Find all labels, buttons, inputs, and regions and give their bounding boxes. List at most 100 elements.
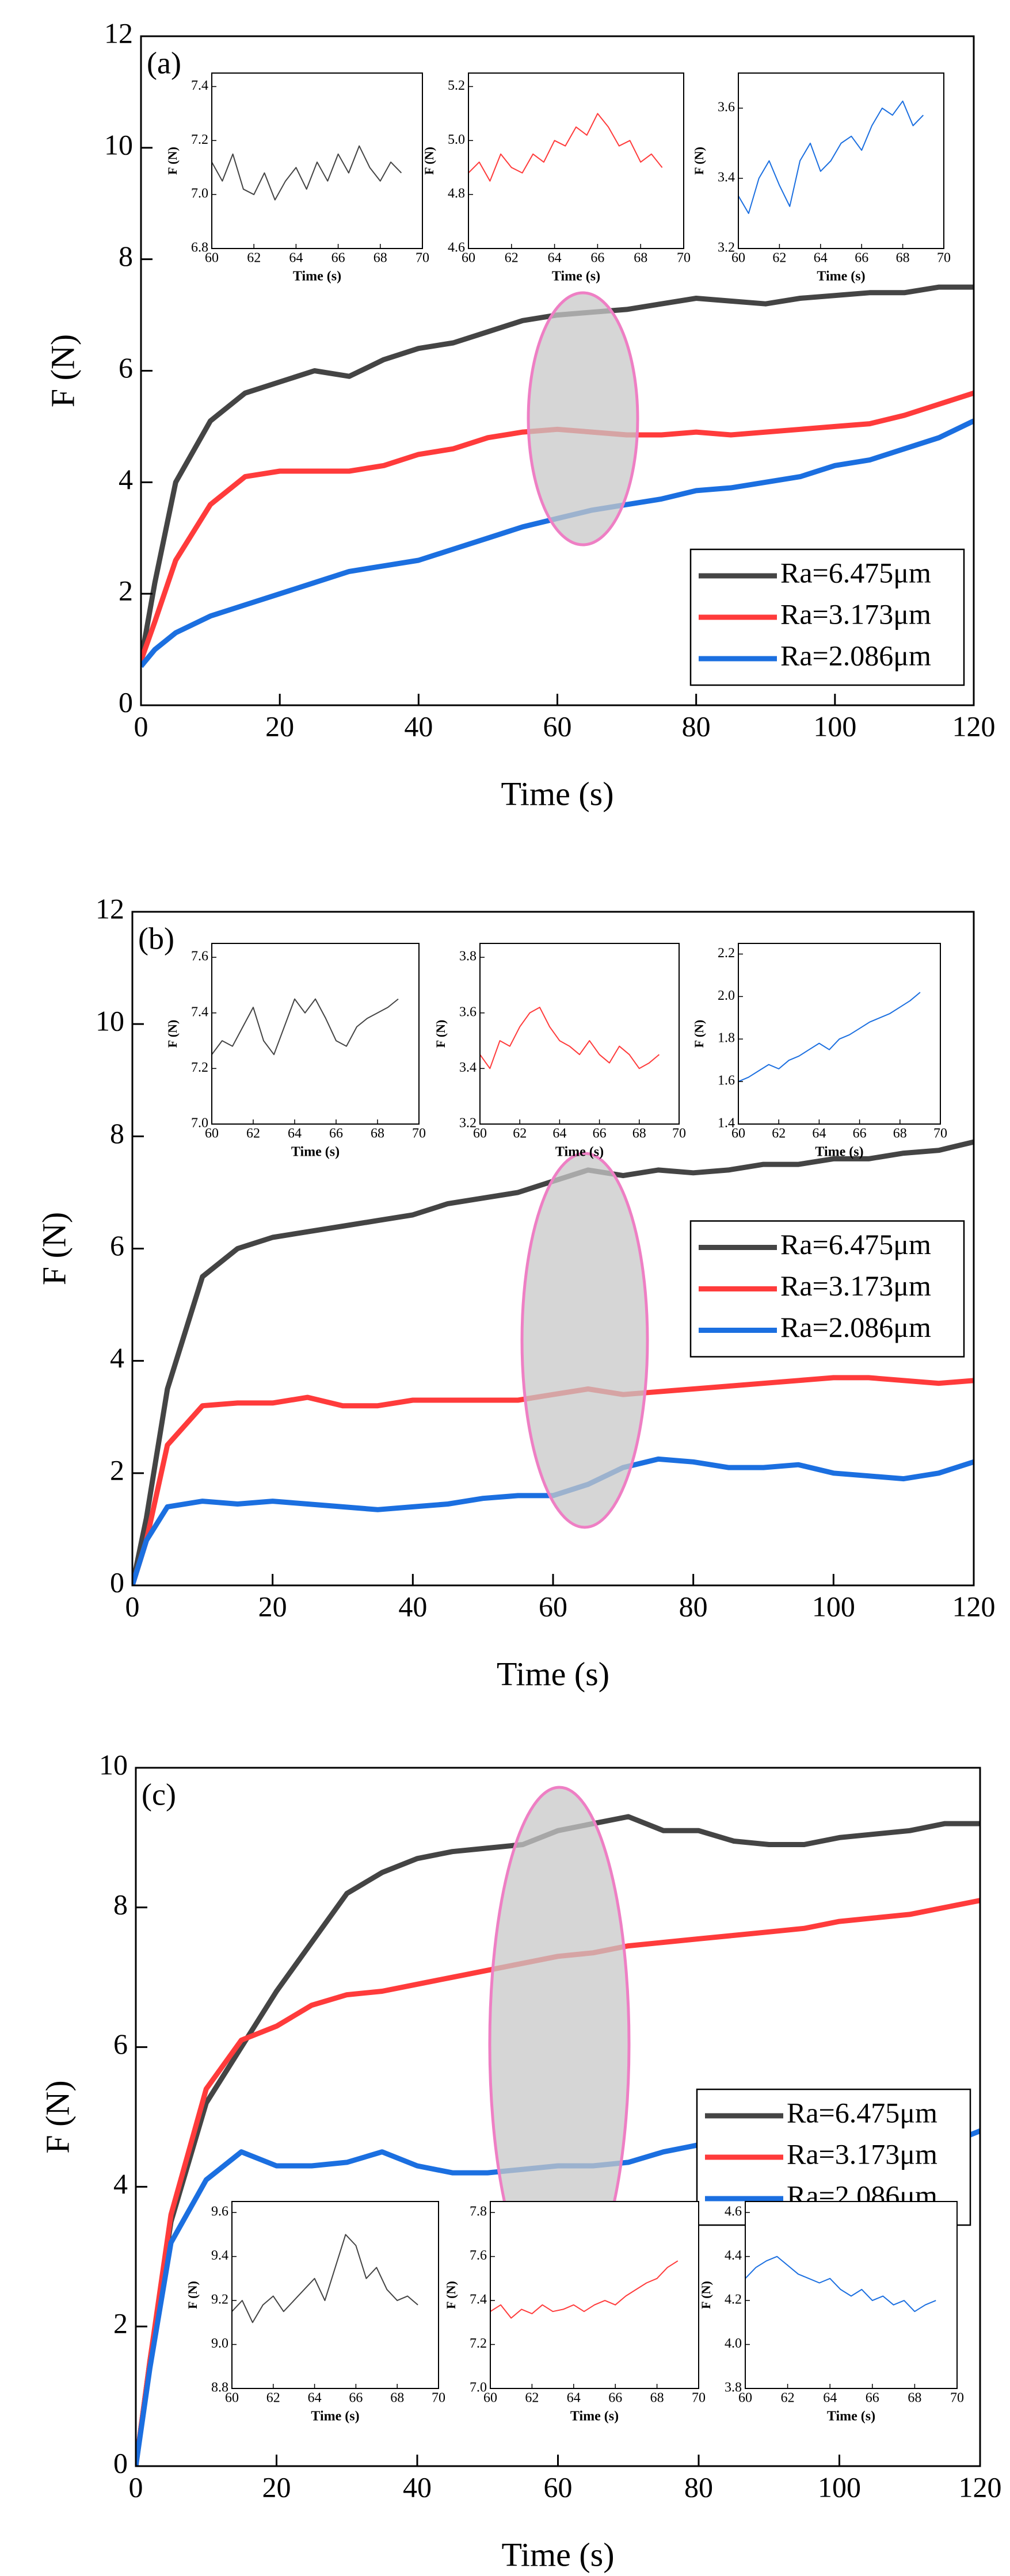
y-tick-label: 4.2 <box>725 2292 742 2307</box>
legend-label: Ra=6.475μm <box>787 2096 937 2128</box>
y-tick-label: 6 <box>119 351 133 384</box>
y-tick-label: 4.6 <box>725 2204 742 2219</box>
x-tick-label: 66 <box>866 2391 879 2406</box>
y-tick-label: 10 <box>99 1748 128 1780</box>
y-axis-label: F (N) <box>165 1020 180 1048</box>
x-tick-label: 70 <box>412 1126 426 1141</box>
y-tick-label: 7.2 <box>470 2336 487 2351</box>
x-tick-label: 68 <box>908 2391 921 2406</box>
x-tick-label: 20 <box>265 710 294 742</box>
x-tick-label: 60 <box>205 1126 219 1141</box>
y-tick-label: 4 <box>110 1341 124 1374</box>
y-tick-label: 8 <box>113 1888 128 1920</box>
x-tick-label: 68 <box>371 1126 384 1141</box>
inset-background <box>480 943 679 1124</box>
y-axis-label: F (N) <box>699 2281 713 2309</box>
x-tick-label: 60 <box>731 1126 745 1141</box>
x-tick-label: 64 <box>812 1126 826 1141</box>
y-tick-label: 7.6 <box>470 2248 487 2263</box>
y-tick-label: 1.8 <box>718 1031 735 1046</box>
legend-label: Ra=2.086μm <box>780 1311 931 1343</box>
x-axis-label: Time (s) <box>815 1145 863 1160</box>
y-tick-label: 3.8 <box>725 2380 742 2395</box>
y-tick-label: 6 <box>113 2028 128 2060</box>
plot-area <box>468 113 663 182</box>
x-axis-label: Time (s) <box>827 2409 875 2424</box>
x-tick-label: 64 <box>552 1126 566 1141</box>
y-axis-label: F (N) <box>185 2281 200 2309</box>
x-tick-label: 60 <box>539 1590 567 1622</box>
y-tick-label: 7.6 <box>191 949 208 964</box>
inset-background <box>490 2202 699 2388</box>
x-tick-label: 100 <box>813 710 856 742</box>
legend-label: Ra=3.173μm <box>780 1270 931 1302</box>
y-tick-label: 7.4 <box>470 2292 487 2307</box>
x-tick-label: 120 <box>952 1590 996 1622</box>
x-tick-label: 62 <box>525 2391 539 2406</box>
inset-background <box>738 73 944 249</box>
x-tick-label: 62 <box>247 251 261 266</box>
x-tick-label: 0 <box>125 1590 140 1622</box>
x-tick-label: 66 <box>590 251 604 266</box>
plot-frame <box>738 72 944 249</box>
x-tick-label: 70 <box>950 2391 964 2406</box>
y-tick-label: 7.8 <box>470 2204 487 2219</box>
y-tick-label: 10 <box>104 128 133 160</box>
y-tick-label: 9.4 <box>211 2248 228 2263</box>
x-tick-label: 100 <box>812 1590 855 1622</box>
x-axis-label: Time (s) <box>497 1655 609 1692</box>
x-axis-label: Time (s) <box>817 269 865 284</box>
plot-frame <box>479 943 680 1125</box>
y-tick-label: 1.4 <box>718 1116 735 1131</box>
x-tick-label: 60 <box>483 2391 497 2406</box>
legend-label: Ra=3.173μm <box>787 2138 937 2170</box>
y-tick-label: 6.8 <box>191 240 208 255</box>
plot-frame <box>211 943 420 1125</box>
y-tick-label: 10 <box>96 1005 124 1037</box>
plot-frame <box>231 2201 439 2389</box>
x-tick-label: 68 <box>896 251 910 266</box>
inset-background <box>468 73 684 249</box>
x-tick-label: 0 <box>129 2471 143 2503</box>
panel-label: (a) <box>147 45 181 80</box>
inset-chart: 60 62 64 66 68 70 6.8 7.0 7.2 7.4 Time (s) F (N) <box>165 72 429 284</box>
x-tick-label: 62 <box>772 251 786 266</box>
x-tick-label: 120 <box>959 2471 1002 2503</box>
highlight-ellipse <box>520 1152 649 1529</box>
x-tick-label: 70 <box>672 1126 686 1141</box>
plot-frame <box>468 72 684 249</box>
x-tick-label: 64 <box>823 2391 837 2406</box>
y-axis-label: F (N) <box>692 147 706 175</box>
x-axis-label: Time (s) <box>293 269 341 284</box>
plot-frame <box>745 2201 958 2389</box>
plot-area <box>738 992 921 1083</box>
y-tick-label: 1.6 <box>718 1073 735 1088</box>
y-tick-label: 4.4 <box>725 2248 742 2263</box>
x-axis-label: Time (s) <box>311 2409 359 2424</box>
inset-chart: 60 62 64 66 68 70 1.4 1.6 1.8 2.0 2.2 Time (s) F (N) <box>692 943 947 1160</box>
x-tick-label: 64 <box>567 2391 581 2406</box>
x-tick-label: 64 <box>814 251 828 266</box>
x-tick-label: 70 <box>677 251 691 266</box>
series-line <box>490 2260 679 2319</box>
inset-chart: 60 62 64 66 68 70 7.0 7.2 7.4 7.6 7.8 Time (s) F (N) <box>444 2201 706 2424</box>
x-tick-label: 70 <box>692 2391 706 2406</box>
x-tick-label: 66 <box>331 251 345 266</box>
series-line <box>132 1139 974 1585</box>
x-tick-label: 62 <box>513 1126 527 1141</box>
inset-chart: 60 62 64 66 68 70 8.8 9.0 9.2 9.4 9.6 Time (s) F (N) <box>185 2201 445 2424</box>
inset-chart: 60 62 64 66 68 70 3.2 3.4 3.6 Time (s) F (N) <box>692 72 951 284</box>
plot-frame <box>738 943 941 1125</box>
inset-chart: 60 62 64 66 68 70 7.0 7.2 7.4 7.6 Time (s) F (N) <box>165 943 426 1160</box>
x-tick-label: 64 <box>308 2391 322 2406</box>
x-tick-label: 40 <box>398 1590 427 1622</box>
panel-label: (b) <box>138 921 174 956</box>
x-tick-label: 80 <box>684 2471 713 2503</box>
x-axis-label: Time (s) <box>501 775 613 812</box>
legend-label: Ra=6.475μm <box>780 1228 931 1260</box>
y-tick-label: 7.0 <box>191 186 208 201</box>
x-tick-label: 60 <box>731 251 745 266</box>
inset-background <box>232 2202 439 2388</box>
